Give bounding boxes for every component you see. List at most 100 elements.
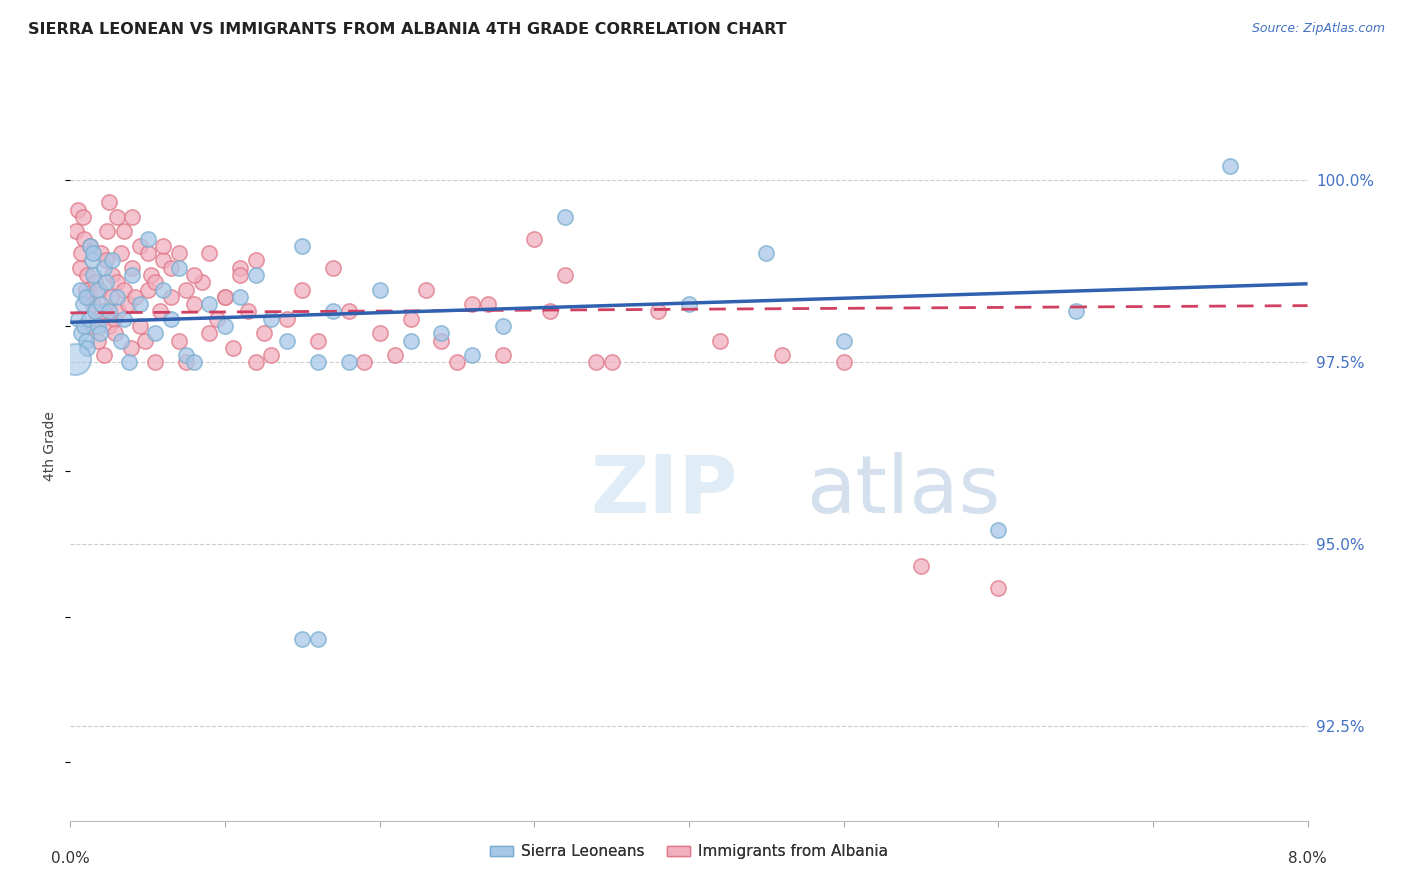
Point xyxy=(105,210,128,224)
Point xyxy=(832,355,855,369)
Point xyxy=(276,311,298,326)
Point xyxy=(67,311,90,326)
Point xyxy=(84,304,107,318)
Point xyxy=(523,232,546,246)
Point xyxy=(585,355,607,369)
Point xyxy=(152,239,174,253)
Point xyxy=(174,283,197,297)
Point xyxy=(114,283,135,297)
Point xyxy=(678,297,700,311)
Point xyxy=(260,348,283,362)
Point xyxy=(117,297,139,311)
Point xyxy=(198,297,221,311)
Point xyxy=(70,246,93,260)
Point xyxy=(82,297,105,311)
Point xyxy=(104,326,127,341)
Point xyxy=(152,283,174,297)
Point xyxy=(291,283,314,297)
Point xyxy=(90,246,112,260)
Point xyxy=(160,290,183,304)
Point xyxy=(79,239,101,253)
Point xyxy=(65,224,87,238)
Point xyxy=(73,318,96,333)
Point xyxy=(322,304,344,318)
Point xyxy=(554,210,576,224)
Point xyxy=(307,355,329,369)
Point xyxy=(245,268,267,282)
Point xyxy=(183,297,205,311)
Point xyxy=(89,283,111,297)
Point xyxy=(129,297,152,311)
Point xyxy=(77,290,100,304)
Point xyxy=(105,276,128,290)
Point xyxy=(84,276,107,290)
Point xyxy=(87,334,110,348)
Point xyxy=(477,297,499,311)
Point xyxy=(120,341,142,355)
Point xyxy=(75,283,97,297)
Point xyxy=(415,283,437,297)
Point xyxy=(368,283,391,297)
Point xyxy=(114,311,135,326)
Text: 0.0%: 0.0% xyxy=(51,851,90,866)
Point xyxy=(160,260,183,275)
Point xyxy=(538,304,561,318)
Text: SIERRA LEONEAN VS IMMIGRANTS FROM ALBANIA 4TH GRADE CORRELATION CHART: SIERRA LEONEAN VS IMMIGRANTS FROM ALBANI… xyxy=(28,22,787,37)
Point xyxy=(174,355,197,369)
Point xyxy=(121,268,143,282)
Point xyxy=(110,334,132,348)
Point xyxy=(260,311,283,326)
Point xyxy=(276,334,298,348)
Point xyxy=(461,348,484,362)
Point xyxy=(139,268,162,282)
Point xyxy=(96,224,118,238)
Text: atlas: atlas xyxy=(807,452,1001,530)
Point xyxy=(368,326,391,341)
Point xyxy=(110,246,132,260)
Point xyxy=(76,268,98,282)
Point xyxy=(136,246,159,260)
Point xyxy=(134,334,156,348)
Point xyxy=(87,318,110,333)
Point xyxy=(90,297,112,311)
Point xyxy=(80,318,103,333)
Point xyxy=(353,355,375,369)
Point xyxy=(82,268,105,282)
Point xyxy=(136,232,159,246)
Point xyxy=(101,253,124,268)
Point xyxy=(86,283,108,297)
Point xyxy=(236,304,259,318)
Point xyxy=(253,326,276,341)
Point xyxy=(399,334,422,348)
Point xyxy=(832,334,855,348)
Point xyxy=(910,559,932,574)
Point xyxy=(145,326,166,341)
Point xyxy=(160,311,183,326)
Point xyxy=(98,304,120,318)
Point xyxy=(214,318,236,333)
Point xyxy=(82,246,105,260)
Point xyxy=(70,326,93,341)
Point xyxy=(98,318,120,333)
Point xyxy=(114,224,135,238)
Point xyxy=(124,290,146,304)
Point xyxy=(1219,159,1241,173)
Point xyxy=(709,334,731,348)
Point xyxy=(93,348,115,362)
Point xyxy=(770,348,793,362)
Point xyxy=(1064,304,1087,318)
Point xyxy=(72,210,94,224)
Point xyxy=(245,355,267,369)
Point xyxy=(492,348,515,362)
Point xyxy=(80,253,103,268)
Point xyxy=(103,311,125,326)
Point xyxy=(245,253,267,268)
Point xyxy=(149,304,172,318)
Y-axis label: 4th Grade: 4th Grade xyxy=(44,411,58,481)
Point xyxy=(77,311,100,326)
Point xyxy=(291,239,314,253)
Point xyxy=(207,311,229,326)
Point xyxy=(430,326,453,341)
Point xyxy=(91,304,114,318)
Point xyxy=(69,260,91,275)
